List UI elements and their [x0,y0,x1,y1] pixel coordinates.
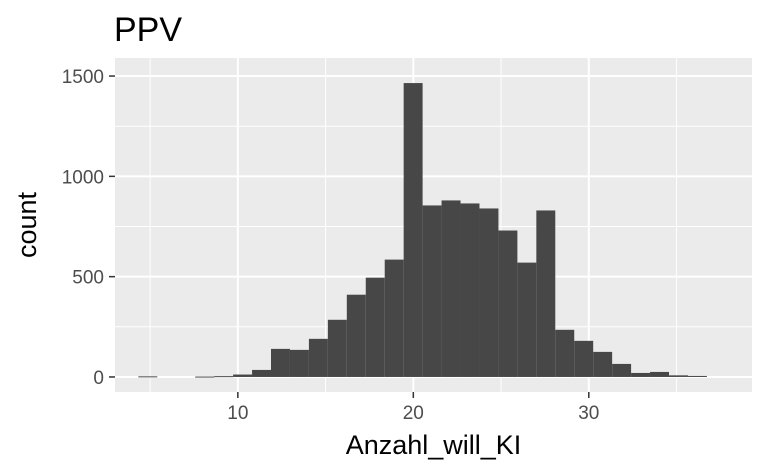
histogram-bar [555,329,575,377]
histogram-bar [346,294,366,377]
y-tick-label: 1000 [62,167,104,188]
histogram-bar [593,351,613,377]
histogram-bar [460,203,480,377]
histogram-bar [441,200,461,377]
x-tick-label: 10 [227,403,248,424]
histogram-bar [138,376,158,378]
x-tick-label: 20 [403,403,424,424]
x-axis-title: Anzahl_will_KI [346,430,522,460]
histogram-bar [252,369,272,377]
histogram-bar [422,205,442,377]
histogram-bar [403,83,423,377]
histogram-bar [650,371,669,377]
y-tick-label: 500 [72,268,104,289]
histogram-bar [327,319,347,377]
y-tick-label: 0 [93,368,104,389]
histogram-bar [365,277,385,377]
histogram-bar [233,374,253,377]
histogram-bar [517,262,537,377]
histogram-bar [289,349,309,377]
histogram-bar [479,208,499,377]
histogram-bar [668,375,688,377]
histogram-bar [271,348,290,377]
y-tick-label: 1500 [62,67,104,88]
histogram-bar [536,210,556,377]
bars [138,83,707,378]
histogram-bar [384,259,404,377]
histogram-bar [498,230,518,377]
histogram-bar [214,376,234,378]
chart-title: PPV [114,11,182,49]
histogram-bar [574,340,594,377]
axes: 10 20 30 0 500 1000 1500 [62,67,600,424]
histogram-bar [308,338,328,377]
histogram-bar [195,376,215,378]
histogram-bar [687,375,707,377]
y-axis-title: count [12,191,42,258]
histogram-bar [631,372,651,377]
histogram-bar [612,363,632,377]
x-tick-label: 30 [578,403,599,424]
